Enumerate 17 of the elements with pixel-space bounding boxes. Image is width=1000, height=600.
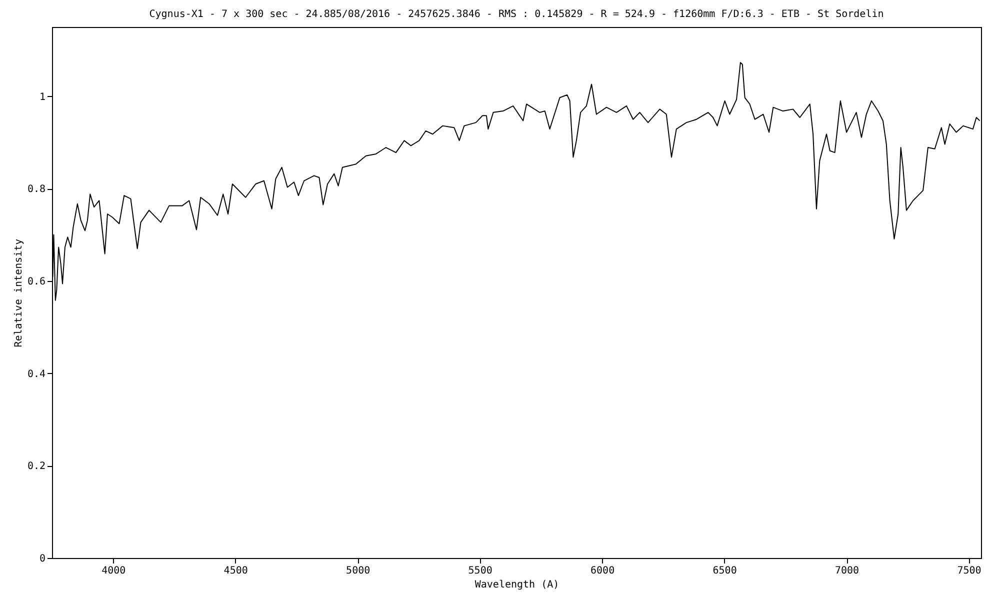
y-tick-label: 1 [39, 92, 46, 103]
x-tick-label: 7000 [834, 566, 860, 576]
x-tick-label: 6500 [712, 566, 737, 576]
x-tick-label: 4500 [224, 566, 248, 576]
x-tick-label: 5000 [346, 566, 370, 576]
y-tick-label: 0.8 [27, 184, 46, 196]
y-tick-label: 0.4 [27, 368, 46, 380]
x-tick-label: 7500 [957, 566, 982, 576]
y-tick-label: 0 [39, 554, 46, 564]
x-tick-label: 4000 [102, 566, 126, 576]
y-axis-title: Relative intensity [13, 238, 24, 348]
chart-title: Cygnus-X1 - 7 x 300 sec - 24.885/08/2016 - 2457625.3846 - RMS : 0.145829 - R = 524.9 - f1260mm F/D:6.3 - ETB - St Sordelin [149, 9, 884, 20]
y-tick-label: 0.6 [27, 276, 46, 288]
x-tick-label: 5500 [468, 566, 492, 576]
y-tick-label: 0.2 [27, 461, 46, 472]
x-axis-title: Wavelength (A) [474, 580, 560, 590]
x-tick-label: 6000 [590, 566, 615, 576]
